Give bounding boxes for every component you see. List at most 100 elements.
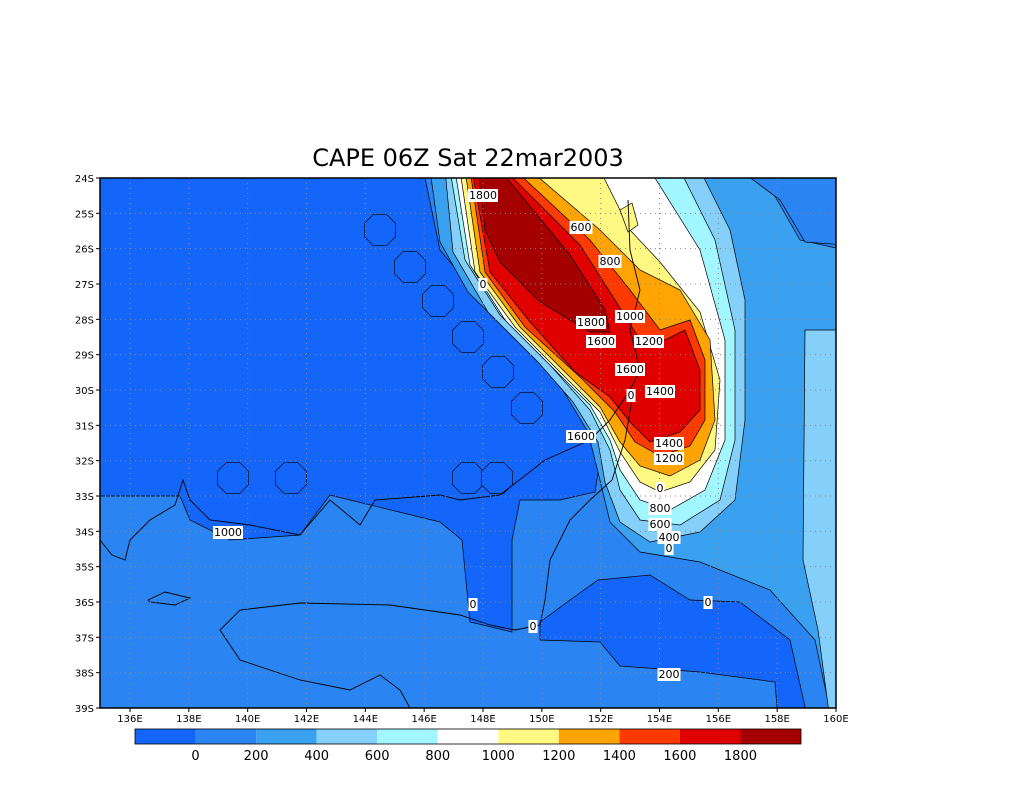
fill-region (274, 461, 308, 495)
contour-label-bg (468, 189, 498, 202)
contour-label-text: 0 (480, 278, 487, 291)
colorbar-label: 1000 (482, 749, 515, 764)
contour-label-bg (645, 385, 675, 398)
contour-label: 1600 (615, 363, 645, 376)
contour-label-bg (654, 452, 684, 465)
contour-label: 1200 (634, 335, 664, 348)
contour-label: 600 (569, 221, 593, 234)
contour-label: 0 (528, 620, 538, 633)
contour-label: 0 (468, 598, 478, 611)
contour-label-bg (634, 335, 664, 348)
contour-label-bg (664, 542, 674, 555)
fill-region (421, 284, 455, 318)
lon-tick-label: 146E (411, 714, 436, 725)
contour-label-bg (569, 221, 593, 234)
contour-label: 1800 (468, 189, 498, 202)
contour-label-bg (657, 668, 681, 681)
contour-label-bg (648, 502, 672, 515)
lon-tick-label: 154E (647, 714, 672, 725)
contour-label: 0 (703, 596, 713, 609)
contour-label-text: 0 (657, 482, 664, 495)
lat-tick-label: 38S (75, 669, 94, 680)
contour-label-text: 600 (650, 518, 671, 531)
colorbar-label: 800 (425, 749, 450, 764)
lon-tick-label: 150E (529, 714, 554, 725)
colorbar-label: 1600 (663, 749, 696, 764)
contour-label: 0 (626, 389, 636, 402)
lat-tick-label: 29S (75, 351, 94, 362)
contour-label-text: 200 (659, 668, 680, 681)
contour-label-bg (528, 620, 538, 633)
contour-label: 800 (648, 502, 672, 515)
colorbar-label: 1200 (542, 749, 575, 764)
contour-label-text: 1200 (635, 335, 663, 348)
colorbar-label: 200 (244, 749, 269, 764)
colorbar-box (377, 729, 438, 744)
lon-tick-label: 156E (706, 714, 731, 725)
lat-tick-label: 35S (75, 563, 94, 574)
fill-region (750, 178, 836, 245)
contour-label-text: 800 (650, 502, 671, 515)
contour-label-text: 1800 (577, 316, 605, 329)
contour-label: 1400 (645, 385, 675, 398)
contour-label: 1200 (654, 452, 684, 465)
coastline (147, 591, 192, 606)
lon-tick-label: 142E (294, 714, 319, 725)
lat-tick-label: 25S (75, 209, 94, 220)
fill-region (217, 461, 249, 495)
contour-label-text: 1400 (646, 385, 674, 398)
contour-label-text: 400 (659, 531, 680, 544)
contour-label-text: 1400 (655, 437, 683, 450)
lat-tick-label: 34S (75, 527, 94, 538)
colorbar-box (498, 729, 559, 744)
contour-label: 0 (478, 278, 488, 291)
map-frame (99, 177, 837, 709)
contour-label-text: 800 (600, 255, 621, 268)
contour-label-bg (598, 255, 622, 268)
lat-tick-label: 32S (75, 457, 94, 468)
colorbar-box (740, 729, 801, 744)
contour-label-bg (626, 389, 636, 402)
fill-region (802, 329, 836, 708)
contour-label-bg (586, 335, 616, 348)
lon-tick-label: 144E (353, 714, 378, 725)
contour-label-bg (703, 596, 713, 609)
map-title: CAPE 06Z Sat 22mar2003 (312, 144, 624, 172)
contour-label: 600 (648, 518, 672, 531)
colorbar-label: 600 (365, 749, 390, 764)
contour-label-text: 1800 (469, 189, 497, 202)
lat-tick-label: 26S (75, 245, 94, 256)
contour-label-bg (655, 482, 665, 495)
colorbar-label: 1400 (603, 749, 636, 764)
contour-label: 1600 (566, 430, 596, 443)
contour-label-text: 1600 (587, 335, 615, 348)
contour-label-text: 0 (666, 542, 673, 555)
lon-tick-label: 152E (588, 714, 613, 725)
colorbar-label: 400 (304, 749, 329, 764)
contour-label-text: 1200 (655, 452, 683, 465)
lat-tick-label: 27S (75, 280, 94, 291)
lon-tick-label: 148E (470, 714, 495, 725)
contour-label-text: 1600 (567, 430, 595, 443)
contour-label-bg (566, 430, 596, 443)
fill-region (478, 178, 611, 333)
colorbar-label: 1800 (724, 749, 757, 764)
lon-tick-label: 138E (176, 714, 201, 725)
lat-tick-label: 37S (75, 633, 94, 644)
fill-region (393, 251, 427, 284)
lat-tick-label: 31S (75, 421, 94, 432)
contour-label-bg (576, 316, 606, 329)
colorbar-box (679, 729, 741, 744)
contour-label: 0 (664, 542, 674, 555)
contour-label-text: 1000 (214, 526, 242, 539)
contour-label-text: 1600 (616, 363, 644, 376)
contour-label-text: 0 (705, 596, 712, 609)
contour-label-bg (657, 531, 681, 544)
lon-tick-label: 158E (764, 714, 789, 725)
lon-tick-label: 136E (117, 714, 142, 725)
colorbar-box (437, 729, 499, 744)
colorbar-box (558, 729, 620, 744)
contour-label-bg (213, 526, 243, 539)
contour-label-bg (478, 278, 488, 291)
